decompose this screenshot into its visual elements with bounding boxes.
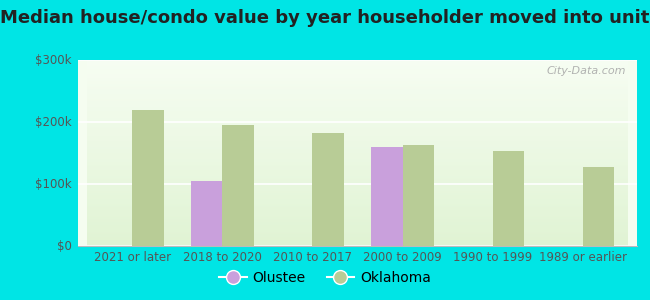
Text: $300k: $300k <box>35 53 72 67</box>
Bar <box>493 151 525 246</box>
Bar <box>222 125 254 246</box>
Bar <box>583 167 614 246</box>
Text: $0: $0 <box>57 239 72 253</box>
Text: $200k: $200k <box>35 116 72 128</box>
Text: Median house/condo value by year householder moved into unit: Median house/condo value by year househo… <box>0 9 650 27</box>
Bar <box>371 147 402 246</box>
Bar <box>313 133 344 246</box>
Bar <box>190 181 222 246</box>
Legend: Olustee, Oklahoma: Olustee, Oklahoma <box>214 265 436 290</box>
Text: City-Data.com: City-Data.com <box>546 66 626 76</box>
Bar <box>402 145 434 246</box>
Text: $100k: $100k <box>35 178 72 190</box>
Bar <box>132 110 164 246</box>
